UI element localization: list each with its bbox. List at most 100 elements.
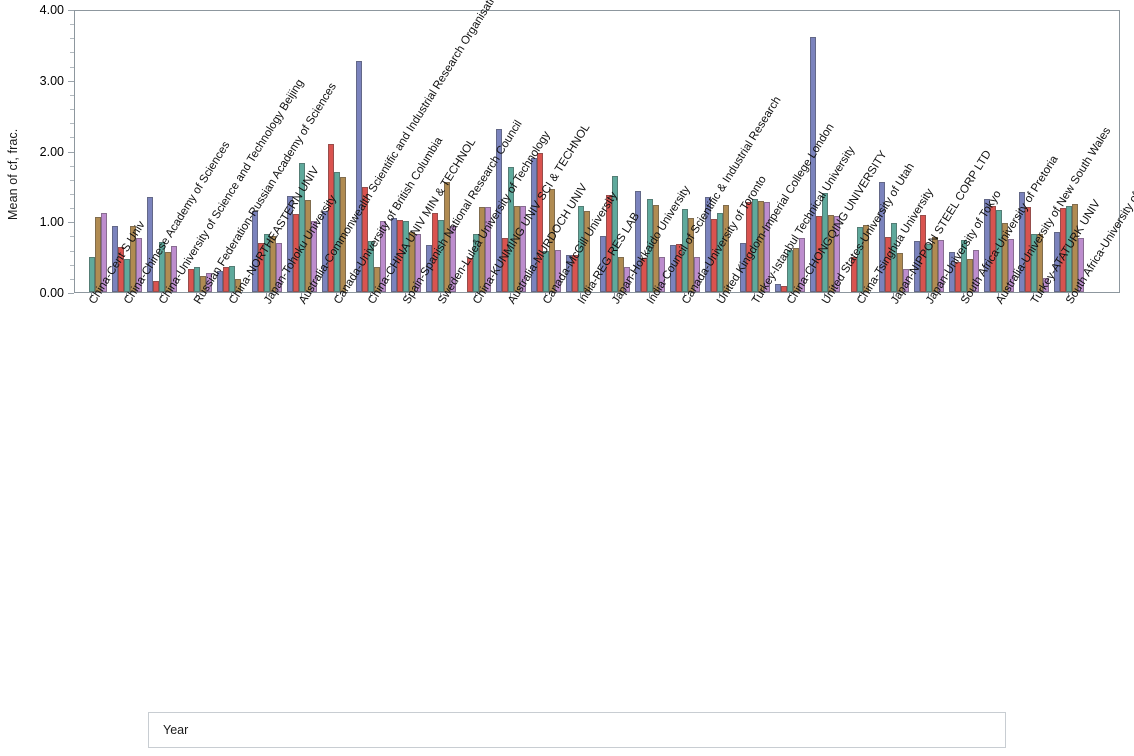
bar[interactable]	[856, 226, 863, 292]
bar[interactable]	[362, 186, 369, 292]
bar[interactable]	[739, 243, 746, 292]
bar[interactable]	[885, 236, 892, 292]
bar[interactable]	[1071, 203, 1078, 292]
bar[interactable]	[321, 210, 328, 292]
bar[interactable]	[310, 221, 317, 292]
bar[interactable]	[472, 234, 479, 292]
bar[interactable]	[612, 175, 619, 292]
bar[interactable]	[879, 181, 886, 292]
bar[interactable]	[391, 217, 398, 292]
bar[interactable]	[774, 284, 781, 292]
bar[interactable]	[862, 224, 869, 292]
bar[interactable]	[200, 276, 207, 292]
bar[interactable]	[949, 251, 956, 292]
bar[interactable]	[415, 234, 422, 292]
bar[interactable]	[171, 246, 178, 292]
bar[interactable]	[95, 217, 102, 292]
bar[interactable]	[995, 209, 1002, 292]
bar[interactable]	[1053, 231, 1060, 292]
bar[interactable]	[339, 177, 346, 292]
bar[interactable]	[717, 213, 724, 292]
bar[interactable]	[275, 243, 282, 292]
bar[interactable]	[647, 199, 654, 292]
bar[interactable]	[432, 213, 439, 292]
bar[interactable]	[507, 166, 514, 292]
bar[interactable]	[827, 214, 834, 292]
bar[interactable]	[786, 250, 793, 292]
bar[interactable]	[577, 206, 584, 292]
bar[interactable]	[466, 258, 473, 292]
bar[interactable]	[101, 213, 108, 292]
bar[interactable]	[450, 225, 457, 292]
bar[interactable]	[682, 208, 689, 292]
bar[interactable]	[304, 200, 311, 292]
bar[interactable]	[903, 269, 910, 292]
bar[interactable]	[798, 237, 805, 292]
bar[interactable]	[757, 201, 764, 292]
bar[interactable]	[228, 265, 235, 292]
bar[interactable]	[676, 243, 683, 292]
bar[interactable]	[688, 218, 695, 292]
bar[interactable]	[130, 225, 137, 292]
bar[interactable]	[961, 240, 968, 292]
bar[interactable]	[159, 241, 166, 292]
bar[interactable]	[694, 257, 701, 292]
bar[interactable]	[850, 256, 857, 292]
bar[interactable]	[670, 245, 677, 292]
bar[interactable]	[554, 250, 561, 292]
bar[interactable]	[368, 241, 375, 292]
bar[interactable]	[147, 196, 154, 292]
bar[interactable]	[263, 234, 270, 292]
bar[interactable]	[891, 222, 898, 292]
bar[interactable]	[1036, 234, 1043, 292]
bar[interactable]	[513, 206, 520, 292]
bar[interactable]	[815, 215, 822, 292]
bar[interactable]	[821, 192, 828, 292]
bar[interactable]	[833, 215, 840, 292]
bar[interactable]	[542, 250, 549, 292]
bar[interactable]	[530, 158, 537, 292]
bar[interactable]	[600, 236, 607, 292]
bar[interactable]	[1059, 207, 1066, 292]
bar[interactable]	[269, 236, 276, 292]
bar[interactable]	[444, 181, 451, 292]
bar[interactable]	[641, 258, 648, 292]
bar[interactable]	[565, 255, 572, 292]
bar[interactable]	[1042, 277, 1049, 292]
bar[interactable]	[374, 266, 381, 292]
bar[interactable]	[286, 195, 293, 292]
bar[interactable]	[571, 255, 578, 292]
bar[interactable]	[257, 243, 264, 292]
bar[interactable]	[495, 129, 502, 292]
bar[interactable]	[327, 144, 334, 292]
bar[interactable]	[251, 211, 258, 292]
bar[interactable]	[536, 152, 543, 292]
bar[interactable]	[967, 258, 974, 292]
bar[interactable]	[938, 240, 945, 292]
bar[interactable]	[501, 237, 508, 292]
bar[interactable]	[705, 196, 712, 292]
bar[interactable]	[723, 204, 730, 292]
bar[interactable]	[194, 267, 201, 292]
bar[interactable]	[1007, 238, 1014, 292]
bar[interactable]	[763, 202, 770, 292]
bar[interactable]	[206, 272, 213, 292]
bar[interactable]	[397, 219, 404, 292]
bar[interactable]	[1018, 191, 1025, 292]
bar[interactable]	[711, 219, 718, 292]
bar[interactable]	[1001, 223, 1008, 292]
bar[interactable]	[973, 249, 980, 292]
bar[interactable]	[112, 226, 119, 292]
bar[interactable]	[983, 198, 990, 292]
bar[interactable]	[165, 252, 172, 292]
bar[interactable]	[624, 267, 631, 292]
bar[interactable]	[745, 202, 752, 292]
bar[interactable]	[932, 236, 939, 292]
bar[interactable]	[653, 204, 660, 292]
bar[interactable]	[234, 279, 241, 292]
bar[interactable]	[333, 172, 340, 292]
bar[interactable]	[955, 261, 962, 292]
bar[interactable]	[380, 221, 387, 292]
bar[interactable]	[914, 241, 921, 292]
bar[interactable]	[222, 266, 229, 292]
